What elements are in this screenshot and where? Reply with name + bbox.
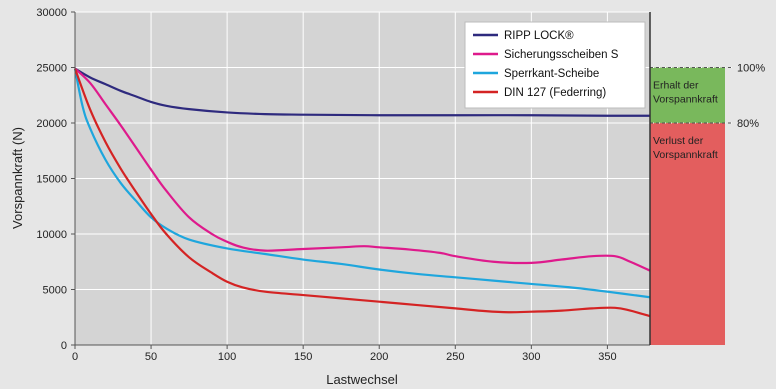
legend-label: Sperrkant-Scheibe bbox=[504, 68, 599, 80]
series-line-3 bbox=[73, 68, 651, 299]
legend-label: DIN 127 (Federring) bbox=[504, 87, 606, 99]
y-tick-label: 15000 bbox=[36, 174, 67, 186]
series-line-2 bbox=[74, 67, 651, 272]
zone-label: Vorspannkraft bbox=[653, 149, 718, 161]
x-tick-label: 100 bbox=[218, 351, 236, 363]
x-ticks: 0 50 100 150 200 250 300 350 bbox=[72, 345, 617, 363]
zone-label: Vorspannkraft bbox=[653, 94, 718, 106]
y-ticks: 0 5000 10000 15000 20000 25000 30000 bbox=[36, 7, 75, 352]
x-tick-label: 50 bbox=[145, 351, 157, 363]
legend-box bbox=[464, 21, 646, 109]
y-tick-label: 30000 bbox=[36, 7, 67, 19]
series-lines bbox=[73, 67, 651, 318]
y-tick-label: 20000 bbox=[36, 118, 67, 130]
y-tick-label: 25000 bbox=[36, 63, 67, 75]
x-tick-label: 150 bbox=[294, 351, 312, 363]
reference-label: 80% bbox=[737, 118, 759, 130]
y-tick-label: 0 bbox=[61, 340, 67, 352]
x-tick-label: 350 bbox=[598, 351, 616, 363]
zone-retained bbox=[650, 67, 725, 123]
reference-lines: 100% 80% bbox=[75, 63, 765, 130]
reference-label: 100% bbox=[737, 63, 765, 75]
legend-label: Sicherungsscheiben S bbox=[504, 49, 619, 61]
y-axis-label: Vorspannkraft (N) bbox=[10, 127, 25, 229]
zones: Erhalt der Vorspannkraft Verlust der Vorspa… bbox=[650, 67, 725, 345]
series-line-1 bbox=[74, 67, 651, 117]
series-line-4 bbox=[73, 68, 651, 318]
zone-label: Erhalt der bbox=[653, 80, 699, 92]
x-tick-label: 200 bbox=[370, 351, 388, 363]
x-tick-label: 250 bbox=[446, 351, 464, 363]
legend-label: RIPP LOCK® bbox=[504, 30, 574, 42]
zone-label: Verlust der bbox=[653, 135, 704, 147]
zone-lost bbox=[650, 123, 725, 345]
x-tick-label: 0 bbox=[72, 351, 78, 363]
x-axis-label: Lastwechsel bbox=[326, 372, 398, 387]
x-tick-label: 300 bbox=[522, 351, 540, 363]
legend: RIPP LOCK® Sicherungsscheiben S Sperrkant-… bbox=[464, 21, 646, 109]
y-tick-label: 5000 bbox=[43, 285, 67, 297]
y-tick-label: 10000 bbox=[36, 229, 67, 241]
